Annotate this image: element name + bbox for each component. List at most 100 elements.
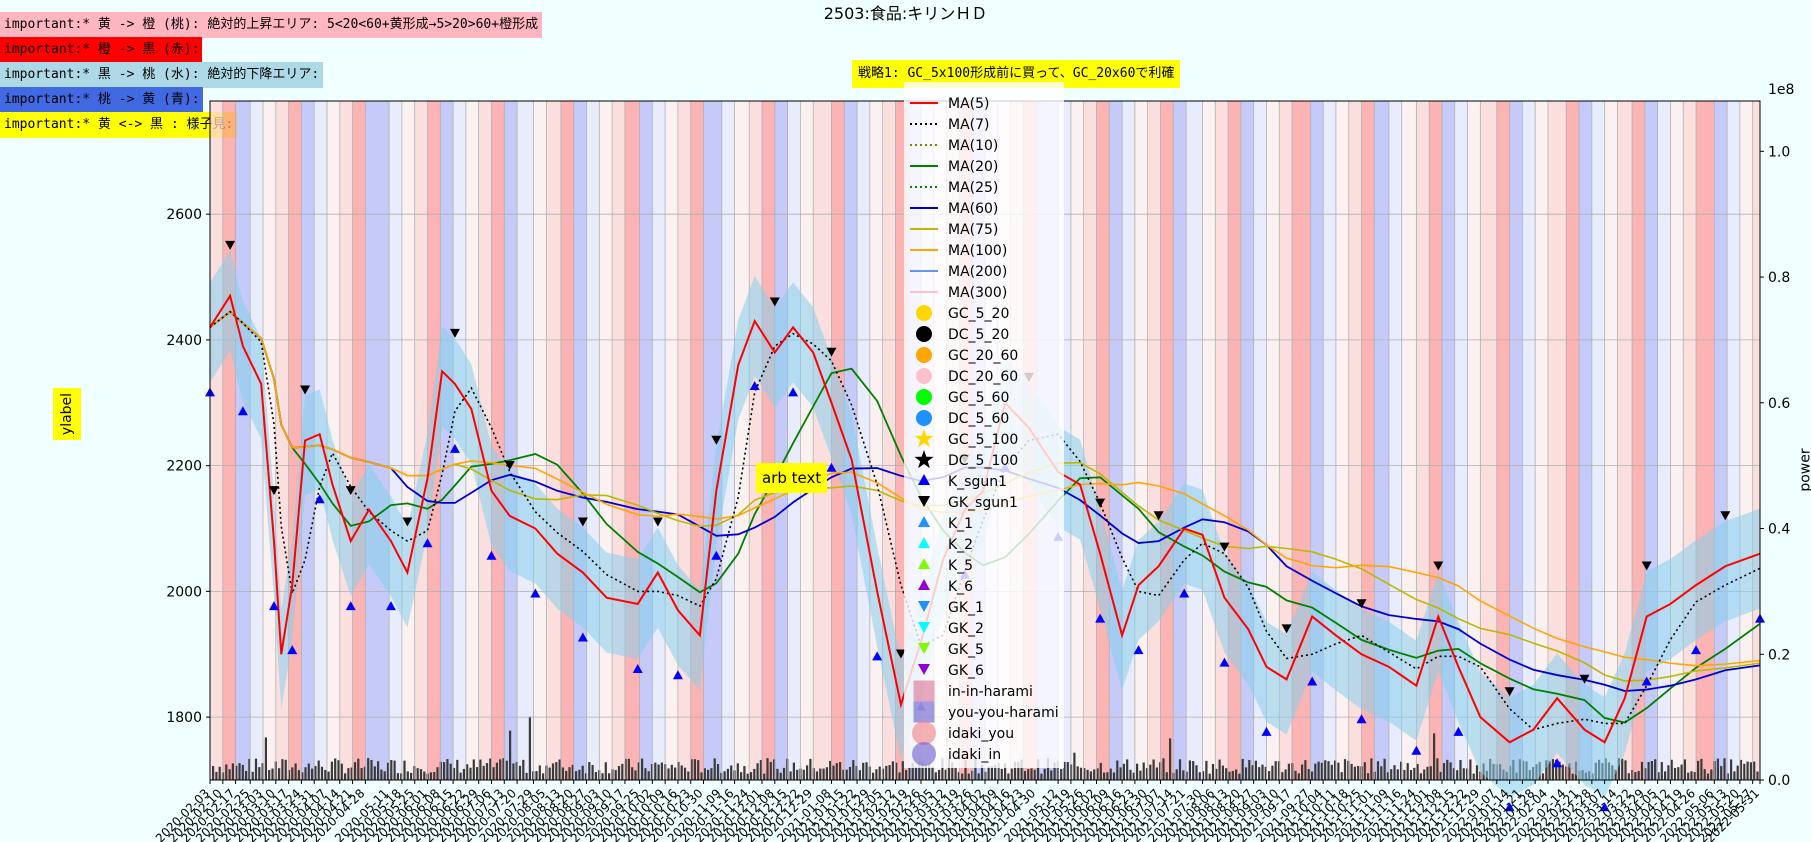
volume-bar — [855, 765, 858, 780]
volume-bar — [723, 771, 726, 780]
volume-bar — [377, 761, 380, 780]
volume-bar — [1314, 763, 1317, 780]
trend-band — [389, 101, 402, 780]
volume-bar — [1301, 764, 1304, 780]
volume-bar — [1439, 771, 1442, 780]
volume-bar — [584, 773, 588, 780]
volume-bar — [654, 762, 657, 780]
gk-sgun1-marker — [1579, 674, 1590, 684]
volume-bar — [1396, 769, 1399, 780]
volume-bar — [815, 771, 819, 780]
volume-bar — [990, 765, 993, 780]
legend-entry: in-in-harami — [913, 680, 1033, 702]
y2-tick-label: 0.0 — [1768, 773, 1790, 789]
gk-sgun1-marker — [1504, 687, 1515, 697]
volume-bar — [819, 768, 822, 780]
trend-band — [734, 101, 750, 780]
volume-bar — [1376, 761, 1380, 780]
volume-bar — [1274, 761, 1277, 780]
trend-band — [1467, 101, 1481, 780]
volume-bar — [396, 773, 399, 780]
trend-band — [326, 101, 340, 780]
volume-bar — [749, 772, 753, 780]
volume-bar — [311, 768, 314, 780]
volume-bar — [1749, 762, 1752, 780]
volume-bar — [1004, 763, 1007, 780]
volume-bar — [1548, 760, 1551, 780]
legend-label: MA(100) — [948, 243, 1007, 259]
volume-bar — [390, 760, 393, 780]
gk-sgun1-marker — [1219, 542, 1230, 552]
legend-entry: MA(100) — [910, 243, 1007, 259]
volume-bar — [911, 762, 914, 780]
volume-bar — [1254, 760, 1257, 780]
volume-bar — [614, 770, 617, 780]
volume-bar — [575, 771, 578, 780]
volume-bar — [1400, 761, 1403, 780]
volume-bar — [1251, 765, 1254, 780]
volume-bar — [1096, 768, 1099, 780]
legend-entry: GC_5_100 — [914, 429, 1018, 448]
volume-bar — [693, 759, 696, 780]
volume-bar — [1706, 773, 1710, 780]
volume-bar — [291, 767, 294, 780]
volume-bar — [344, 773, 347, 780]
volume-bar — [812, 768, 815, 780]
volume-bar — [337, 760, 340, 780]
volume-bar — [617, 765, 621, 780]
k-sgun1-marker — [672, 670, 683, 680]
trend-band — [491, 101, 505, 780]
volume-bar — [1723, 758, 1726, 780]
volume-bar — [763, 773, 766, 780]
volume-bar — [1264, 766, 1267, 780]
volume-bar — [1198, 772, 1201, 780]
trend-band — [1096, 101, 1110, 780]
volume-bar — [324, 769, 327, 780]
volume-bar — [565, 770, 568, 780]
volume-bar — [1452, 768, 1455, 780]
trend-band — [1279, 101, 1293, 780]
legend-label: in-in-harami — [948, 684, 1033, 700]
volume-bar — [703, 768, 706, 780]
volume-bar — [1073, 752, 1076, 780]
legend-entry: DC_5_60 — [916, 410, 1009, 427]
volume-bar — [304, 767, 307, 780]
gk-sgun1-marker — [225, 240, 236, 250]
volume-bar — [1208, 773, 1211, 780]
volume-bar — [1730, 759, 1733, 780]
volume-bar — [1040, 773, 1043, 780]
volume-bar — [707, 769, 710, 780]
volume-bar — [1241, 758, 1244, 780]
volume-bar — [637, 762, 640, 780]
volume-bar — [456, 759, 459, 780]
volume-bar — [1327, 761, 1330, 780]
volume-bar — [683, 767, 687, 780]
volume-bar — [542, 773, 545, 780]
volume-bar — [885, 765, 888, 780]
volume-bar — [627, 758, 630, 780]
volume-bar — [314, 765, 317, 780]
volume-bar — [317, 760, 320, 780]
volume-bar — [1647, 761, 1650, 780]
legend-entry: GC_5_20 — [916, 305, 1009, 322]
volume-bar — [1664, 771, 1667, 780]
volume-bar — [631, 767, 634, 780]
volume-bar — [928, 763, 931, 780]
trend-band — [1714, 101, 1728, 780]
trend-band — [652, 101, 666, 780]
volume-bar — [353, 762, 357, 780]
legend-swatch — [918, 579, 930, 590]
legend-note-yellow-black: important:* 黄 <-> 黒 : 様子見: — [0, 112, 238, 138]
volume-bar — [578, 769, 581, 780]
volume-bar — [934, 772, 937, 780]
volume-bar — [964, 760, 967, 780]
volume-bar — [1145, 768, 1149, 780]
legend-entry: K_sgun1 — [918, 474, 1007, 490]
legend-label: idaki_in — [948, 747, 1001, 763]
volume-bar — [1350, 763, 1353, 780]
volume-bar — [459, 772, 462, 780]
volume-bar — [974, 758, 977, 780]
volume-bar — [1297, 773, 1300, 780]
volume-bar — [743, 766, 746, 780]
trend-band — [1388, 101, 1402, 780]
